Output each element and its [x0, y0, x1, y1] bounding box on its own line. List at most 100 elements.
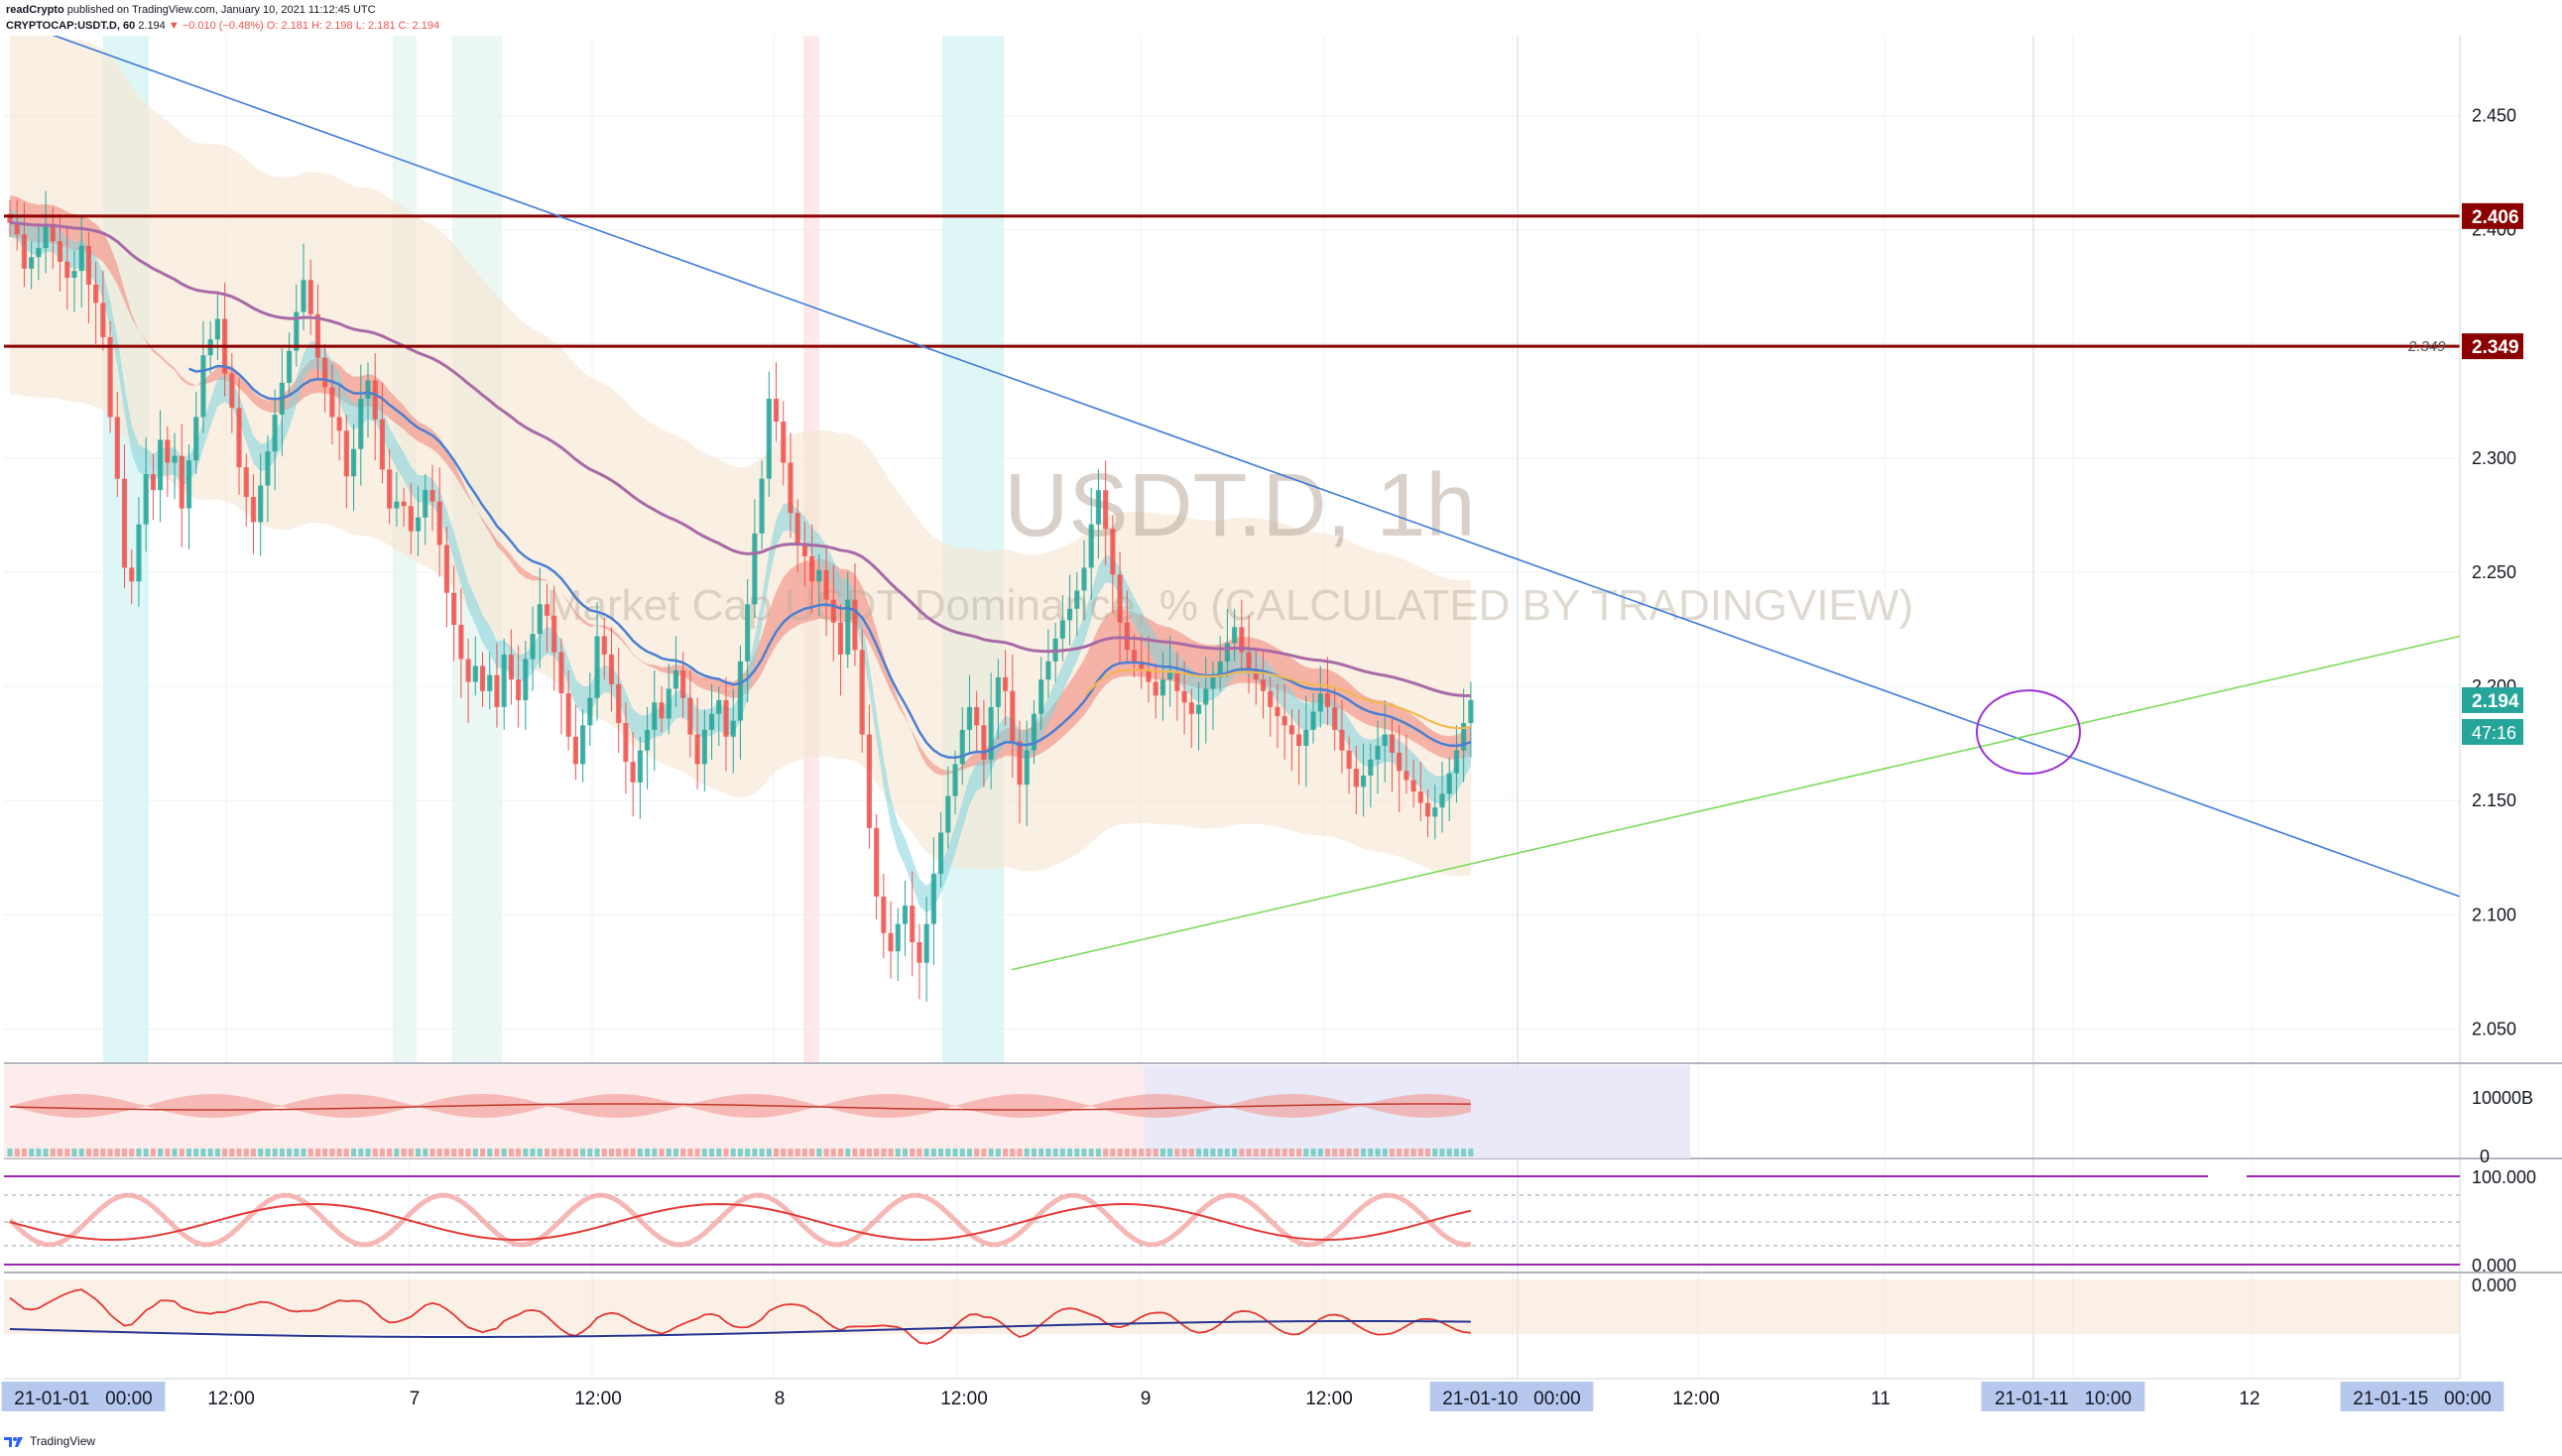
resistance-1-tag: 2.406 — [2472, 207, 2519, 228]
volume-bar — [959, 1149, 965, 1156]
candle-body — [307, 280, 313, 314]
candle-body — [952, 764, 958, 796]
candle-body — [1375, 745, 1381, 760]
footer-brand[interactable]: TradingView — [4, 1434, 95, 1448]
candle-body — [523, 659, 529, 700]
volume-bar — [745, 1149, 751, 1156]
candle-body — [43, 225, 49, 249]
volume-bar — [781, 1149, 787, 1156]
volume-bar — [436, 1149, 442, 1156]
volume-bar — [329, 1149, 335, 1156]
candle-body — [516, 679, 522, 700]
footer-brand-text: TradingView — [30, 1434, 96, 1448]
candle-body — [866, 734, 872, 828]
volume-bar — [881, 1149, 887, 1156]
candle-body — [694, 734, 700, 765]
candle-body — [258, 485, 264, 523]
candle-body — [243, 467, 249, 498]
volume-bar — [809, 1149, 815, 1156]
candle-body — [587, 697, 593, 726]
watermark-title: USDT.D, 1h — [1004, 456, 1475, 555]
volume-bar — [14, 1149, 20, 1156]
volume-bar — [616, 1149, 622, 1156]
osc-slow-line — [9, 1203, 1472, 1241]
candle-body — [1389, 734, 1396, 753]
candle-body — [687, 697, 693, 735]
volume-bar — [1324, 1149, 1330, 1156]
volume-bar — [788, 1149, 793, 1156]
symbol-name[interactable]: CRYPTOCAP:USDT.D, 60 — [6, 20, 136, 32]
volume-bar — [545, 1149, 549, 1156]
candle-body — [1275, 706, 1281, 717]
volume-bar — [379, 1149, 385, 1156]
volume-bar — [1095, 1149, 1101, 1156]
candle-body — [637, 750, 643, 783]
candle-body — [1281, 716, 1287, 726]
volume-bar — [7, 1149, 13, 1156]
candle-body — [350, 448, 357, 477]
candle-body — [1188, 702, 1194, 714]
candle-body — [1232, 627, 1238, 644]
volume-bar — [1088, 1149, 1094, 1156]
price-tick-label: 2.100 — [2472, 905, 2516, 924]
volume-bar — [516, 1149, 522, 1156]
volume-bar — [158, 1149, 164, 1156]
volume-bar — [1368, 1149, 1374, 1156]
time-tick-label: 21-01-11 10:00 — [1995, 1389, 2132, 1409]
volume-bar — [995, 1149, 1001, 1156]
volume-bar — [1239, 1149, 1245, 1156]
candle-body — [50, 225, 56, 242]
candle-body — [379, 419, 386, 470]
volume-bar — [71, 1149, 77, 1156]
volume-bar — [165, 1149, 171, 1156]
candle-body — [923, 923, 929, 963]
candle-body — [1346, 750, 1352, 770]
volume-bar — [565, 1149, 571, 1156]
volume-bar — [1203, 1149, 1209, 1156]
candle-body — [158, 439, 164, 491]
candle-body — [1239, 627, 1245, 653]
volume-bar — [408, 1149, 414, 1156]
volume-bar — [652, 1149, 658, 1156]
candle-body — [429, 490, 435, 502]
time-tick-label: 12:00 — [1672, 1389, 1720, 1409]
volume-bar — [1410, 1149, 1416, 1156]
candle-body — [372, 380, 378, 420]
volume-bar — [794, 1149, 800, 1156]
volume-bar — [29, 1149, 35, 1156]
candle-body — [193, 417, 199, 461]
candle-body — [487, 674, 493, 691]
candle-body — [1439, 793, 1445, 808]
volume-bar — [193, 1149, 199, 1156]
time-label-highlight — [1, 1382, 166, 1411]
candle-body — [544, 604, 550, 616]
candle-body — [623, 722, 629, 763]
candle-body — [1339, 729, 1345, 751]
volume-bar — [207, 1149, 213, 1156]
ohlc-values: O: 2.181 H: 2.198 L: 2.181 C: 2.194 — [266, 20, 440, 32]
volume-bar — [1132, 1149, 1138, 1156]
candle-body — [401, 501, 407, 507]
volume-bar — [1110, 1149, 1116, 1156]
candle-body — [7, 213, 13, 223]
volume-bar — [1432, 1149, 1438, 1156]
candle-body — [1203, 688, 1209, 705]
candle-body — [930, 873, 936, 924]
candle-body — [1353, 769, 1359, 788]
price-axis[interactable]: 2.4502.4002.3502.3002.2502.2002.1502.100… — [2407, 36, 2523, 1379]
candle-body — [823, 569, 829, 600]
candle-body — [387, 469, 393, 509]
volume-bar — [737, 1149, 743, 1156]
last-value: 2.194 — [138, 20, 166, 32]
volume-bar — [401, 1149, 407, 1156]
volume-bar — [859, 1149, 865, 1156]
volume-bar — [351, 1149, 357, 1156]
candle-body — [594, 636, 600, 698]
volume-top-label: 10000B — [2472, 1088, 2533, 1108]
publisher-name[interactable]: readCrypto — [6, 4, 64, 16]
candle-body — [752, 533, 758, 605]
time-axis[interactable]: 21-01-01 00:00 12:00 7 12:00 8 12:00 9 12:00 21-… — [1, 1378, 2504, 1411]
candle-body — [301, 280, 306, 312]
